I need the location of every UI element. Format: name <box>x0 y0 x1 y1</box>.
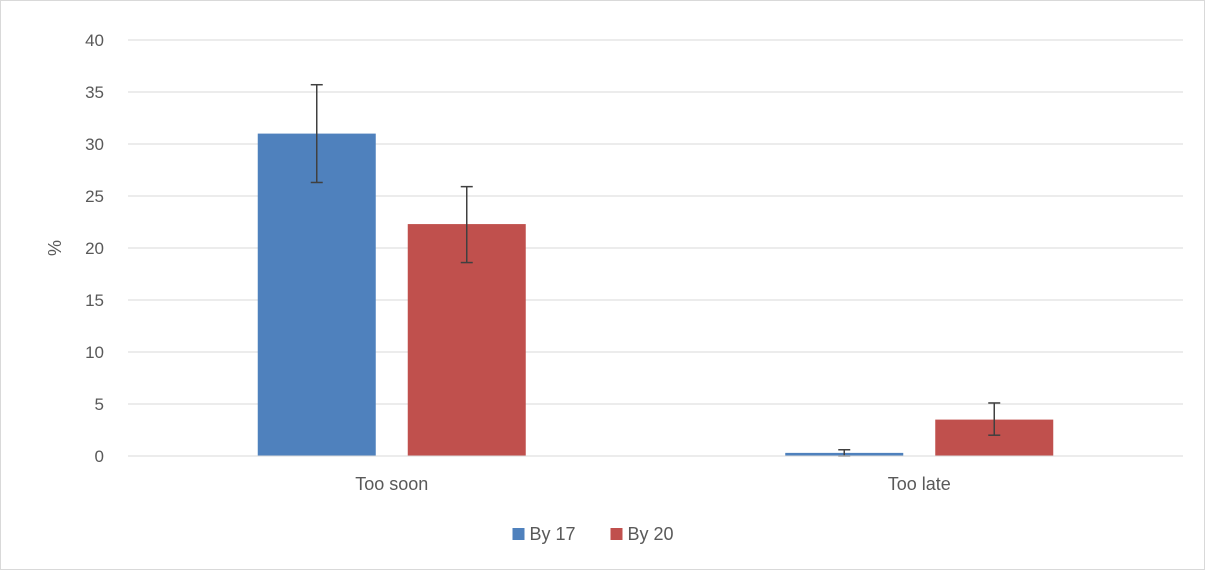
y-tick-label: 20 <box>85 239 104 258</box>
error-bar <box>988 402 1001 436</box>
y-axis-ticks: 0 5 10 15 20 25 30 35 40 <box>85 31 104 466</box>
y-tick-label: 15 <box>85 291 104 310</box>
y-axis-title: % <box>45 240 65 256</box>
legend-item: By 17 <box>512 524 576 544</box>
y-tick-label: 0 <box>95 447 104 466</box>
y-tick-label: 10 <box>85 343 104 362</box>
y-tick-label: 35 <box>85 83 104 102</box>
legend-swatch <box>610 528 623 540</box>
bars <box>257 133 1054 456</box>
legend-label: By 17 <box>530 524 576 544</box>
error-bar <box>460 185 473 264</box>
legend-item: By 20 <box>610 524 674 544</box>
legend-label: By 20 <box>628 524 674 544</box>
error-bar <box>310 83 323 184</box>
x-category-label: Too soon <box>355 474 428 494</box>
y-tick-label: 40 <box>85 31 104 50</box>
y-tick-label: 30 <box>85 135 104 154</box>
bar-by-17-too-soon <box>257 133 376 456</box>
legend: By 17 By 20 <box>512 524 674 544</box>
y-tick-label: 25 <box>85 187 104 206</box>
x-axis: Too soon Too late <box>128 455 1183 494</box>
x-category-label: Too late <box>888 474 951 494</box>
legend-swatch <box>512 528 525 540</box>
y-tick-label: 5 <box>95 395 104 414</box>
